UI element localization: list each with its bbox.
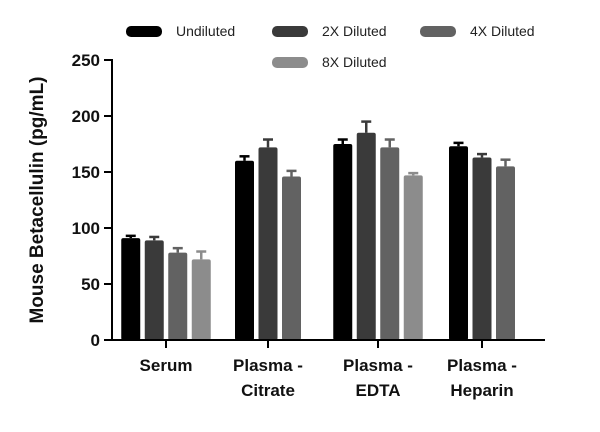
y-tick-label: 250: [72, 51, 100, 70]
y-tick-label: 0: [91, 331, 100, 350]
x-tick-label: Plasma -: [343, 356, 413, 375]
y-tick-label: 100: [72, 219, 100, 238]
bar-4x-diluted-0: [168, 252, 188, 340]
legend-item-undiluted: Undiluted: [126, 23, 235, 39]
bar-8x-diluted-0: [191, 259, 211, 340]
y-tick-label: 50: [81, 275, 100, 294]
bar-undiluted-3: [449, 146, 468, 340]
bar-undiluted-2: [333, 144, 353, 340]
y-tick-label: 200: [72, 107, 100, 126]
legend-item-8x-diluted: 8X Diluted: [272, 54, 387, 70]
x-tick-label: Plasma -: [447, 356, 517, 375]
legend-label-4x-diluted: 4X Diluted: [470, 23, 535, 39]
bar-2x-diluted-1: [258, 147, 278, 340]
legend-swatch-8x-diluted: [272, 56, 308, 68]
legend: Undiluted 2X Diluted 4X Diluted 8X Dilut…: [0, 0, 600, 80]
legend-swatch-undiluted: [126, 25, 162, 37]
bar-2x-diluted-2: [356, 132, 376, 340]
x-tick-label-line2: Citrate: [241, 381, 295, 400]
bar-undiluted-1: [235, 160, 254, 340]
legend-item-2x-diluted: 2X Diluted: [272, 23, 387, 39]
x-tick-label-line2: EDTA: [355, 381, 400, 400]
y-axis-label: Mouse Betacellulin (pg/mL): [27, 76, 48, 323]
bar-2x-diluted-3: [472, 157, 492, 340]
bar-undiluted-0: [121, 238, 141, 340]
y-tick-label: 150: [72, 163, 100, 182]
legend-swatch-4x-diluted: [420, 25, 456, 37]
x-tick-label: Plasma -: [233, 356, 303, 375]
bar-2x-diluted-0: [144, 240, 164, 340]
legend-label-undiluted: Undiluted: [176, 23, 236, 39]
x-tick-label-line2: Heparin: [450, 381, 513, 400]
x-tick-label: Serum: [140, 356, 193, 375]
bar-4x-diluted-3: [496, 166, 515, 340]
bar-4x-diluted-1: [282, 176, 301, 340]
legend-item-4x-diluted: 4X Diluted: [420, 23, 535, 39]
bar-4x-diluted-2: [380, 147, 400, 340]
legend-swatch-2x-diluted: [272, 25, 308, 37]
bar-8x-diluted-2: [403, 175, 423, 340]
legend-label-2x-diluted: 2X Diluted: [322, 23, 387, 39]
legend-label-8x-diluted: 8X Diluted: [322, 54, 387, 70]
